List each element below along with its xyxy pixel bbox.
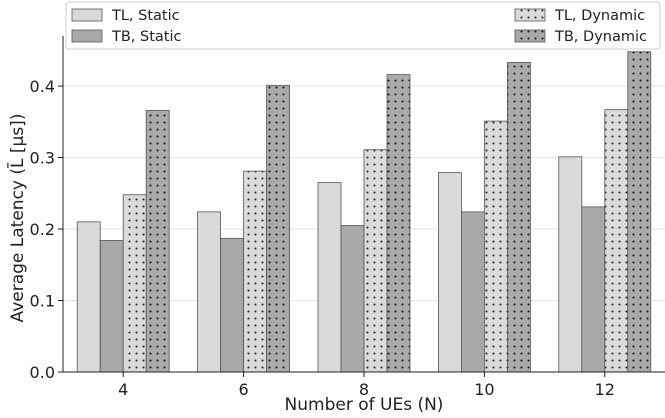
x-tick-label: 6 (239, 380, 249, 399)
y-axis-label: Average Latency (L̄ [μs]) (6, 114, 28, 323)
bar-tl-dynamic-12 (604, 109, 629, 373)
x-tick-label: 10 (474, 380, 494, 399)
bars (76, 51, 652, 373)
bar-tb-static-4 (99, 240, 124, 373)
bar-tl-static-12 (558, 156, 583, 373)
legend-label: TB, Static (111, 29, 182, 45)
bar-tl-static-4 (76, 221, 101, 373)
legend-swatch (514, 29, 546, 43)
bar-tl-static-8 (317, 182, 342, 373)
x-tick-label: 8 (359, 380, 369, 399)
y-tick-label: 0.2 (30, 220, 55, 239)
bar-tl-dynamic-6 (243, 170, 268, 373)
bar-tb-dynamic-10 (506, 62, 531, 373)
bar-tl-dynamic-4 (122, 194, 147, 373)
x-tick-label: 4 (118, 380, 128, 399)
bar-tb-dynamic-12 (627, 51, 652, 373)
bar-tb-static-10 (460, 211, 485, 373)
y-tick-label: 0.1 (30, 292, 55, 311)
bar-tb-static-8 (340, 225, 365, 373)
legend: TL, Static TB, Static TL, Dynamic TB, Dynam… (65, 1, 661, 50)
legend-swatch (71, 29, 103, 43)
axes: 0.0 0.1 0.2 0.3 0.4 4 6 8 10 12 Number of UEs (N) A… (6, 36, 665, 415)
legend-label: TB, Dynamic (554, 29, 647, 45)
bar-tb-static-6 (220, 237, 245, 373)
bar-tl-dynamic-10 (483, 120, 508, 373)
bar-tl-static-10 (437, 172, 462, 373)
legend-swatch (514, 8, 546, 22)
bar-tl-static-6 (197, 211, 222, 373)
legend-box (65, 1, 661, 50)
legend-label: TL, Static (111, 8, 180, 24)
bar-tb-dynamic-8 (386, 74, 411, 373)
bar-tb-dynamic-4 (145, 109, 170, 373)
x-axis-label: Number of UEs (N) (285, 395, 444, 415)
bar-tb-static-12 (581, 206, 606, 373)
bar-tb-dynamic-6 (266, 84, 291, 373)
legend-label: TL, Dynamic (554, 8, 645, 24)
y-tick-label: 0.4 (30, 77, 55, 96)
y-tick-label: 0.0 (30, 363, 55, 382)
y-tick-label: 0.3 (30, 149, 55, 168)
x-tick-label: 12 (595, 380, 615, 399)
legend-swatch (71, 8, 103, 22)
bar-tl-dynamic-8 (363, 149, 388, 373)
